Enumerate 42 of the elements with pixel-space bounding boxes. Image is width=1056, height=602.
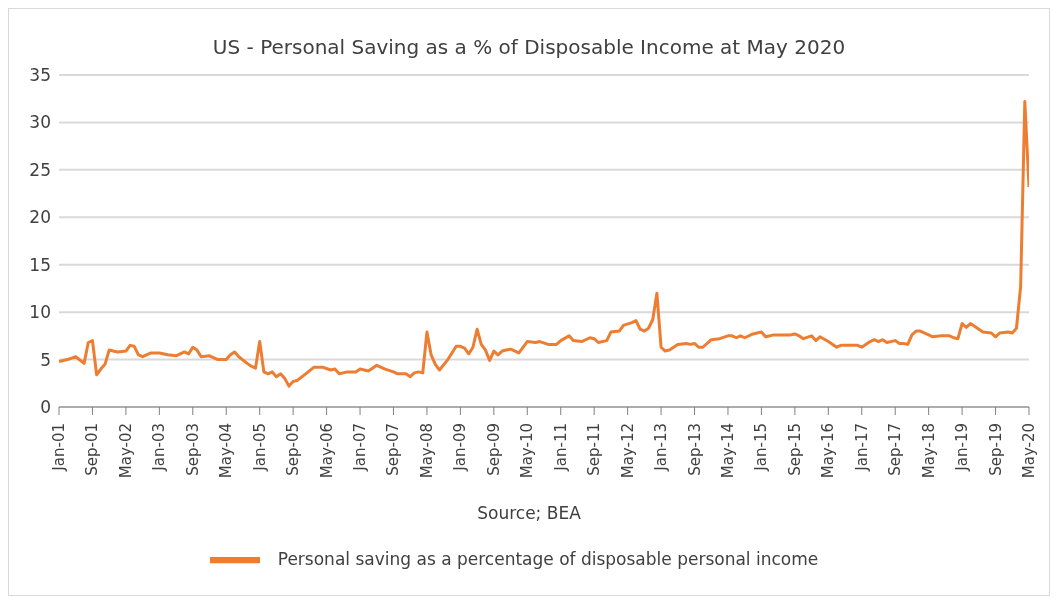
x-tick-label: Jan-05 bbox=[250, 423, 269, 472]
x-tick-label: Jan-07 bbox=[351, 423, 370, 472]
x-tick-label: Jan-15 bbox=[752, 423, 771, 472]
y-tick-label: 20 bbox=[29, 207, 51, 228]
x-tick-label: Jan-13 bbox=[652, 423, 671, 472]
x-tick-label: Sep-11 bbox=[585, 423, 604, 476]
x-tick-label: Sep-05 bbox=[284, 423, 303, 476]
x-tick-label: May-16 bbox=[819, 423, 838, 479]
x-tick-label: May-12 bbox=[618, 423, 637, 479]
x-tick-label: Sep-03 bbox=[183, 423, 202, 476]
x-tick-label: May-04 bbox=[217, 423, 236, 479]
legend-label: Personal saving as a percentage of disposable personal income bbox=[277, 549, 819, 569]
y-tick-label: 5 bbox=[40, 349, 51, 370]
y-tick-label: 0 bbox=[40, 397, 51, 418]
x-tick-label: Jan-11 bbox=[551, 423, 570, 472]
y-tick-label: 15 bbox=[29, 254, 51, 275]
y-tick-label: 35 bbox=[29, 65, 51, 86]
x-tick-label: Sep-01 bbox=[83, 423, 102, 476]
x-tick-label: Sep-19 bbox=[986, 423, 1005, 476]
x-tick-label: Sep-07 bbox=[384, 423, 403, 476]
x-tick-label: Jan-03 bbox=[150, 423, 169, 472]
y-tick-label: 25 bbox=[29, 159, 51, 180]
x-tick-label: May-06 bbox=[317, 423, 336, 479]
line-series bbox=[59, 100, 1029, 388]
x-tick-label: Sep-09 bbox=[484, 423, 503, 476]
x-tick-label: Sep-17 bbox=[886, 423, 905, 476]
x-tick-label: May-18 bbox=[919, 423, 938, 479]
source-note: Source; BEA bbox=[476, 503, 582, 523]
x-tick-label: Jan-19 bbox=[953, 423, 972, 472]
x-tick-label: May-10 bbox=[518, 423, 537, 479]
chart-title: US - Personal Saving as a % of Disposable Income at May 2020 bbox=[211, 35, 847, 61]
x-tick-label: Sep-13 bbox=[685, 423, 704, 476]
y-tick-label: 10 bbox=[29, 302, 51, 323]
x-tick-label: May-14 bbox=[718, 423, 737, 479]
x-tick-label: Jan-17 bbox=[852, 423, 871, 472]
x-tick-label: Jan-09 bbox=[451, 423, 470, 472]
x-tick-label: May-08 bbox=[417, 423, 436, 479]
x-tick-label: Jan-01 bbox=[50, 423, 68, 472]
x-tick-label: May-02 bbox=[116, 423, 135, 479]
y-tick-label: 30 bbox=[29, 112, 51, 133]
x-tick-label: May-20 bbox=[1020, 423, 1038, 479]
x-tick-label: Sep-15 bbox=[785, 423, 804, 476]
